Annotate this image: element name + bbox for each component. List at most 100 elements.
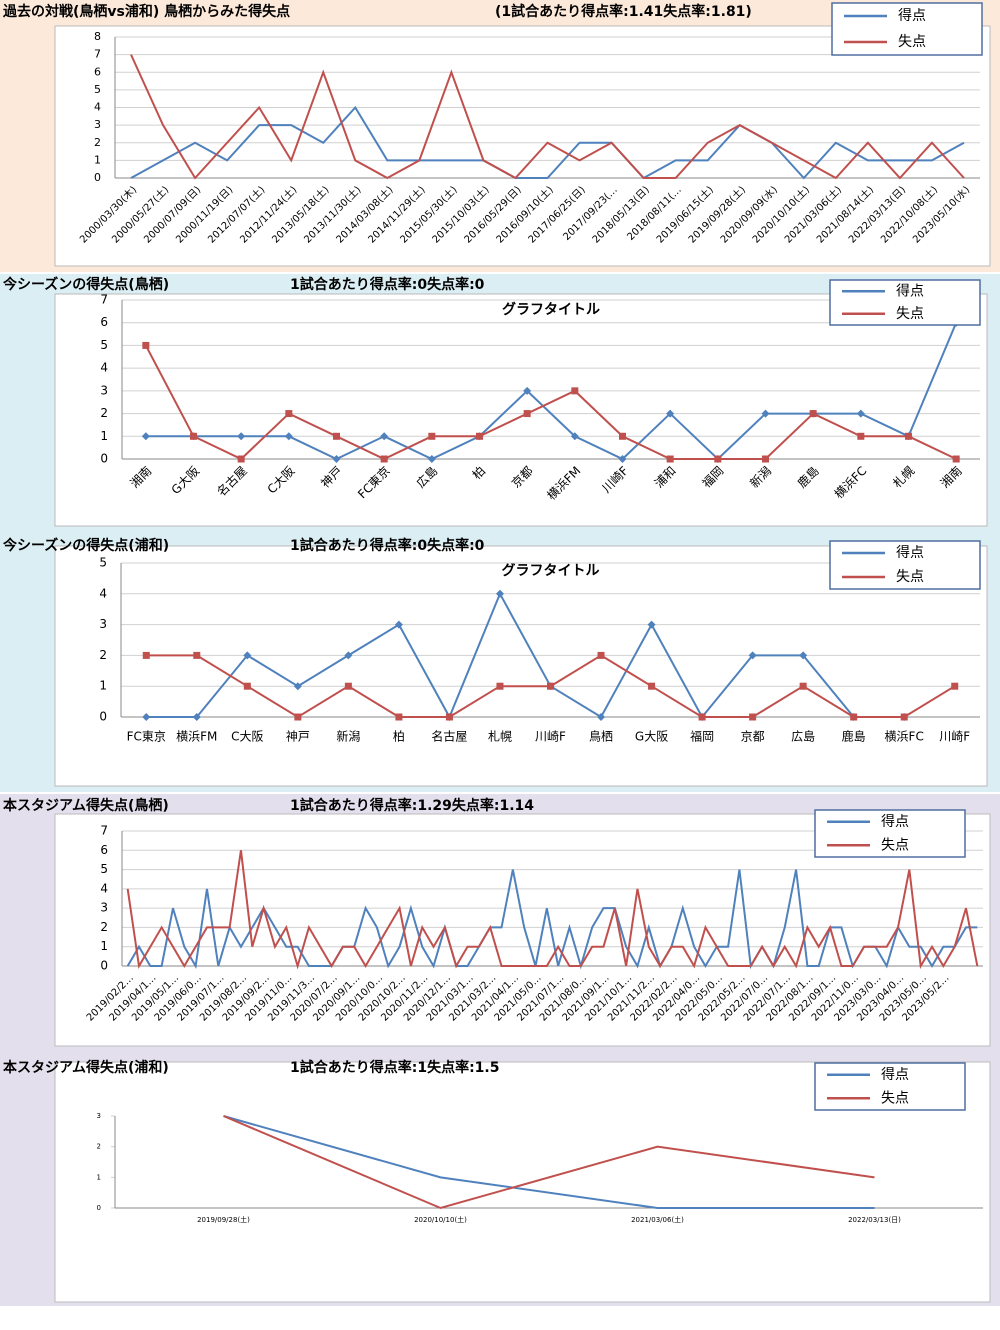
data-point	[618, 455, 627, 463]
data-point	[951, 682, 959, 690]
y-tick-label: 3	[97, 1112, 101, 1120]
y-tick-label: 3	[100, 383, 108, 397]
x-tick-label: FC東京	[127, 730, 166, 744]
data-point	[427, 455, 436, 463]
section-subtitle: 1試合あたり得点率:1.29失点率:1.14	[290, 797, 534, 814]
data-point	[193, 651, 201, 659]
legend-label: 失点	[896, 569, 924, 585]
data-line	[130, 54, 965, 180]
data-point	[237, 432, 246, 441]
y-tick-label: 0	[97, 1204, 101, 1212]
y-tick-label: 0	[94, 171, 101, 184]
y-tick-label: 3	[100, 901, 108, 915]
data-point	[285, 410, 293, 418]
y-tick-label: 6	[94, 65, 101, 78]
data-point	[293, 682, 302, 691]
data-line	[223, 1115, 875, 1210]
section-subtitle: 1試合あたり得点率:0失点率:0	[290, 276, 485, 293]
x-tick-label: 川崎F	[939, 730, 970, 744]
data-point	[597, 713, 606, 721]
legend-box	[814, 1062, 966, 1111]
y-tick-label: 4	[94, 101, 101, 114]
y-tick-label: 2	[100, 920, 108, 934]
data-point	[496, 682, 504, 690]
chart-title: グラフタイトル	[502, 562, 600, 579]
y-tick-label: 5	[94, 83, 101, 96]
data-point	[799, 651, 808, 660]
x-tick-label: 柏	[393, 729, 405, 744]
data-point	[850, 713, 858, 721]
data-point	[333, 432, 340, 440]
data-point	[294, 713, 302, 721]
y-tick-label: 2	[100, 406, 108, 420]
data-point	[523, 410, 531, 418]
y-tick-label: 1	[100, 429, 108, 443]
data-point	[192, 713, 201, 721]
legend-label: 失点	[881, 837, 909, 853]
data-point	[380, 455, 388, 463]
data-point	[761, 409, 770, 418]
y-tick-label: 2	[97, 1143, 101, 1151]
x-tick-label: 京都	[741, 730, 765, 744]
legend-label: 失点	[898, 34, 926, 50]
x-tick-label: G大阪	[635, 730, 668, 744]
data-point	[344, 651, 353, 660]
data-line	[223, 1115, 875, 1209]
data-point	[237, 455, 245, 463]
y-tick-label: 8	[94, 30, 101, 43]
y-tick-label: 4	[100, 361, 108, 375]
section-title: 今シーズンの得失点(鳥栖)	[2, 276, 169, 293]
y-tick-label: 5	[99, 556, 107, 570]
y-tick-label: 3	[94, 118, 101, 131]
data-point	[666, 455, 674, 463]
legend-label: 得点	[881, 1066, 909, 1083]
data-point	[344, 682, 352, 690]
y-tick-label: 6	[100, 843, 108, 857]
x-tick-label: 新潟	[336, 729, 360, 744]
data-point	[570, 432, 579, 441]
x-tick-label: 川崎F	[535, 730, 566, 744]
x-tick-label: 名古屋	[431, 729, 467, 744]
data-point	[445, 713, 453, 721]
data-point	[394, 620, 403, 629]
y-tick-label: 0	[100, 452, 108, 466]
y-tick-label: 4	[99, 586, 107, 600]
x-tick-label: 2019/09/28(土)	[197, 1215, 250, 1224]
data-point	[666, 409, 675, 418]
x-tick-label: 鹿島	[842, 729, 866, 744]
x-tick-label: 広島	[791, 729, 815, 744]
data-point	[495, 589, 504, 598]
legend-box	[814, 809, 966, 858]
section-subtitle: (1試合あたり得点率:1.41失点率:1.81)	[495, 3, 752, 20]
legend-label: 得点	[898, 7, 926, 24]
data-point	[748, 651, 757, 660]
y-tick-label: 2	[94, 136, 101, 149]
data-point	[900, 713, 908, 721]
x-tick-label: 2020/10/10(土)	[414, 1215, 467, 1224]
y-tick-label: 5	[100, 862, 108, 876]
x-tick-label: 札幌	[488, 729, 512, 744]
data-point	[380, 432, 389, 441]
legend-label: 失点	[896, 306, 924, 322]
y-tick-label: 7	[94, 48, 101, 61]
data-point	[571, 387, 579, 395]
data-point	[799, 682, 807, 690]
data-point	[142, 713, 151, 721]
legend-box	[829, 279, 981, 326]
y-tick-label: 1	[100, 939, 108, 953]
y-tick-label: 1	[94, 153, 101, 166]
data-point	[597, 651, 605, 659]
data-point	[243, 682, 251, 690]
data-point	[714, 455, 722, 463]
data-point	[141, 432, 150, 441]
legend-box	[829, 540, 981, 590]
y-tick-label: 7	[100, 293, 108, 307]
data-point	[243, 651, 252, 660]
legend-label: 得点	[896, 282, 924, 299]
y-tick-label: 1	[97, 1173, 101, 1181]
x-tick-label: 鳥栖	[589, 729, 613, 744]
legend-label: 得点	[896, 544, 924, 561]
section-title: 今シーズンの得失点(浦和)	[2, 537, 169, 554]
data-point	[698, 713, 706, 721]
